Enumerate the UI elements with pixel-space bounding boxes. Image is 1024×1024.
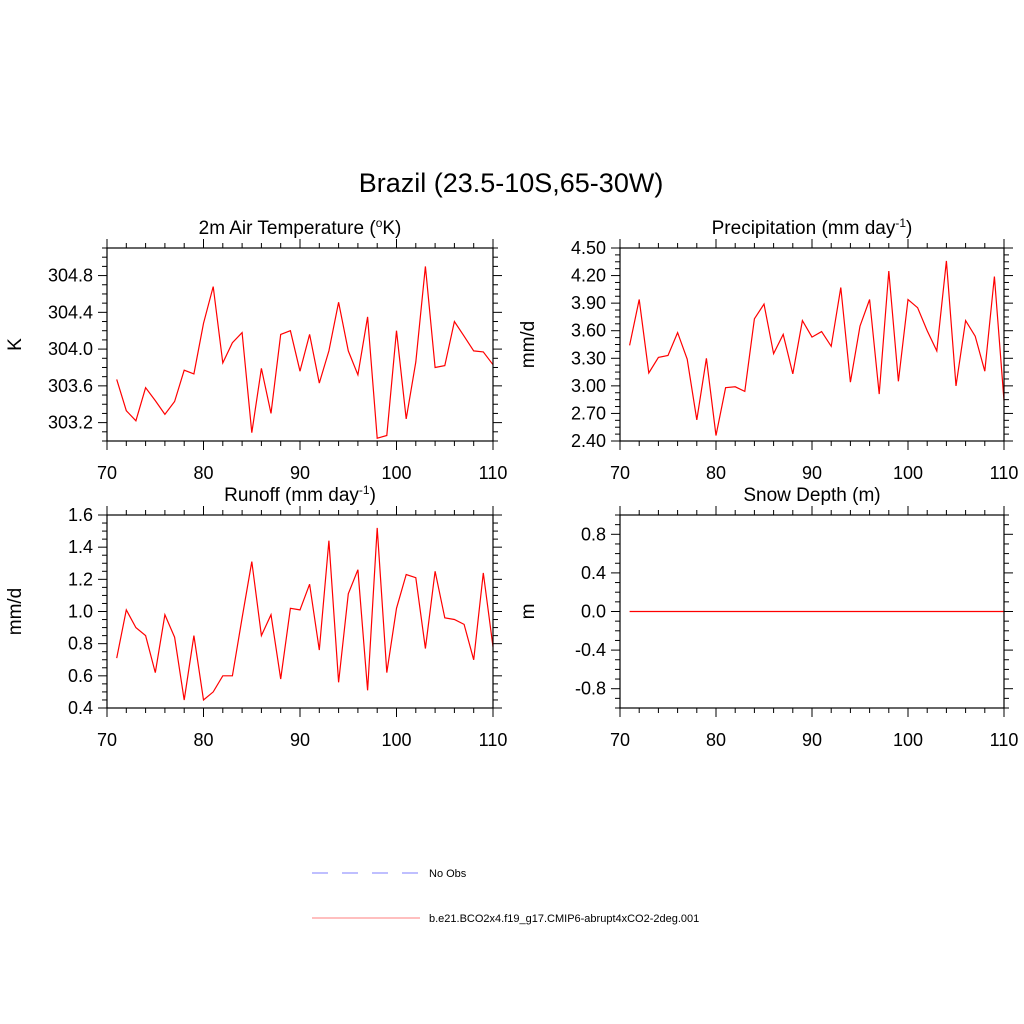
x-tick-label: 90 <box>290 463 310 483</box>
y-tick-label: 4.50 <box>571 238 606 258</box>
panel-2: Precipitation (mm day-1) mm/d 70 80 90 100 110… <box>518 216 1018 483</box>
y-tick-label: 0.4 <box>581 563 606 583</box>
panel-title: Snow Depth (m) <box>743 485 880 506</box>
panel-title-superscript: -1 <box>359 483 370 497</box>
x-tick-label: 100 <box>893 730 923 750</box>
y-tick-label: -0.8 <box>575 679 606 699</box>
x-tick-label: 70 <box>97 730 117 750</box>
y-tick-label: 0.6 <box>68 666 93 686</box>
x-tick-label: 90 <box>802 463 822 483</box>
panel-title-text: 2m Air Temperature ( <box>199 218 377 239</box>
legend-item-2: b.e21.BCO2x4.f19_g17.CMIP6-abrupt4xCO2-2… <box>312 913 699 925</box>
panels: 2m Air Temperature (oK) K 70 80 90 100 110 303.… <box>5 216 1018 750</box>
y-axis-label: mm/d <box>518 321 539 369</box>
x-tick-label: 90 <box>290 730 310 750</box>
panel-title: 2m Air Temperature (oK) <box>199 216 402 239</box>
x-tick-label: 110 <box>479 730 508 750</box>
y-tick-label: 4.20 <box>571 266 606 286</box>
panel-title: Runoff (mm day-1) <box>224 483 376 506</box>
y-axis-label: K <box>5 338 26 351</box>
y-tick-label: 303.6 <box>48 376 93 396</box>
panel-3: Runoff (mm day-1) mm/d 70 80 90 100 110 0.4 0.6 0… <box>5 483 507 750</box>
legend: No Obs b.e21.BCO2x4.f19_g17.CMIP6-abrupt4… <box>312 868 699 925</box>
y-tick-label: 304.0 <box>48 339 93 359</box>
panel-title-tail: ) <box>906 218 912 239</box>
x-tick-label: 110 <box>990 463 1019 483</box>
series-line-1 <box>116 266 494 439</box>
plot-frame <box>106 514 494 709</box>
y-tick-label: 1.6 <box>68 505 93 525</box>
y-tick-label: 0.4 <box>68 698 93 718</box>
panel-title-superscript: o <box>376 216 383 230</box>
y-tick-label: 0.0 <box>581 602 606 622</box>
x-tick-label: 80 <box>193 463 213 483</box>
x-tick-label: 110 <box>479 463 508 483</box>
panel-4: Snow Depth (m) m 70 80 90 100 110 -0.8 -0.4 0.0 0.… <box>518 485 1018 750</box>
x-tick-label: 80 <box>706 463 726 483</box>
x-tick-label: 70 <box>97 463 117 483</box>
y-tick-label: 1.2 <box>68 569 93 589</box>
y-axis-label: mm/d <box>5 588 26 636</box>
y-tick-label: 1.0 <box>68 602 93 622</box>
figure-title: Brazil (23.5-10S,65-30W) <box>359 168 664 198</box>
series-line-1 <box>116 527 494 702</box>
x-tick-label: 100 <box>381 730 411 750</box>
y-tick-label: 0.8 <box>68 634 93 654</box>
x-tick-label: 70 <box>610 730 630 750</box>
y-axis-label: m <box>518 604 539 620</box>
y-tick-label: 304.4 <box>48 302 93 322</box>
y-tick-label: -0.4 <box>575 640 606 660</box>
x-tick-label: 90 <box>802 730 822 750</box>
panel-title-text: Runoff (mm day <box>224 485 359 506</box>
y-tick-label: 1.4 <box>68 537 93 557</box>
y-tick-label: 303.2 <box>48 413 93 433</box>
legend-item-1: No Obs <box>312 868 467 880</box>
y-tick-label: 3.60 <box>571 321 606 341</box>
y-tick-label: 304.8 <box>48 266 93 286</box>
plot-frame <box>619 514 1005 709</box>
x-tick-label: 100 <box>893 463 923 483</box>
x-tick-label: 110 <box>990 730 1019 750</box>
y-tick-label: 3.30 <box>571 348 606 368</box>
panel-title-tail: K) <box>382 218 401 239</box>
y-tick-label: 3.00 <box>571 376 606 396</box>
plot-frame <box>106 247 494 442</box>
series-line-1 <box>629 260 1005 436</box>
y-tick-label: 2.40 <box>571 431 606 451</box>
x-tick-label: 80 <box>193 730 213 750</box>
panel-title-text: Snow Depth (m) <box>743 485 880 506</box>
panel-title-text: Precipitation (mm day <box>712 218 896 239</box>
panel-title-tail: ) <box>370 485 376 506</box>
plot-frame <box>619 247 1005 442</box>
x-tick-label: 70 <box>610 463 630 483</box>
y-tick-label: 2.70 <box>571 403 606 423</box>
legend-label: No Obs <box>429 868 467 880</box>
y-tick-label: 0.8 <box>581 524 606 544</box>
panel-title-superscript: -1 <box>895 216 906 230</box>
panel-title: Precipitation (mm day-1) <box>712 216 913 239</box>
x-tick-label: 80 <box>706 730 726 750</box>
legend-label: b.e21.BCO2x4.f19_g17.CMIP6-abrupt4xCO2-2… <box>429 913 699 925</box>
x-tick-label: 100 <box>381 463 411 483</box>
y-tick-label: 3.90 <box>571 293 606 313</box>
panel-1: 2m Air Temperature (oK) K 70 80 90 100 110 303.… <box>5 216 507 483</box>
